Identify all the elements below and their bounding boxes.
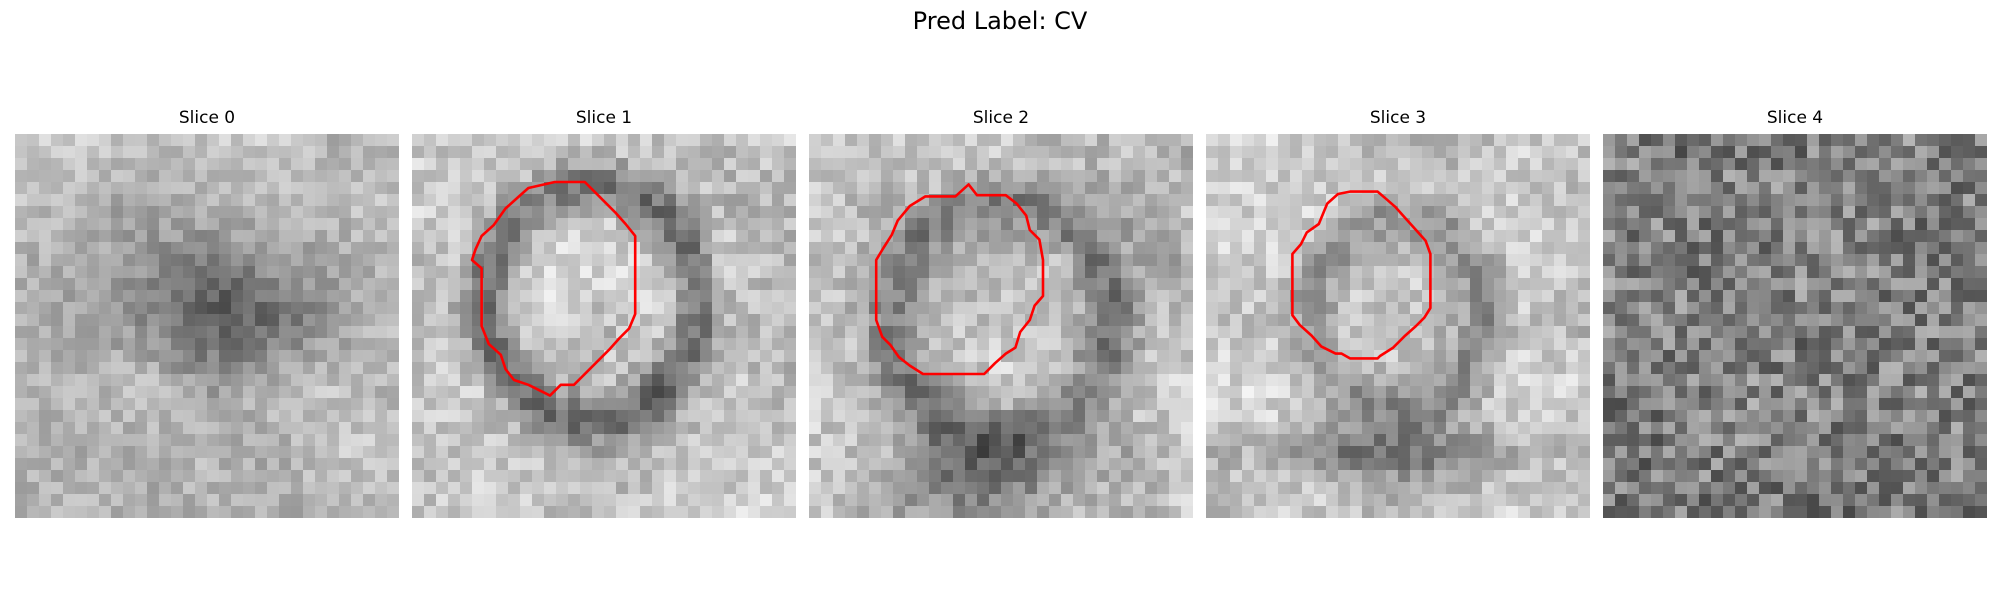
- slice-image: [412, 134, 796, 518]
- slice-image: [1206, 134, 1590, 518]
- slice-image: [1603, 134, 1987, 518]
- segmentation-contour: [470, 180, 637, 397]
- slice-image: [15, 134, 399, 518]
- figure-title: Pred Label: CV: [912, 7, 1088, 35]
- slice-title: Slice 0: [178, 108, 236, 128]
- segmentation-contour: [874, 183, 1045, 376]
- slice-title: Slice 1: [575, 108, 633, 128]
- segmentation-contour: [1291, 190, 1432, 360]
- slice-title: Slice 4: [1766, 108, 1824, 128]
- slice-image: [809, 134, 1193, 518]
- slice-title: Slice 3: [1369, 108, 1427, 128]
- slice-title: Slice 2: [972, 108, 1030, 128]
